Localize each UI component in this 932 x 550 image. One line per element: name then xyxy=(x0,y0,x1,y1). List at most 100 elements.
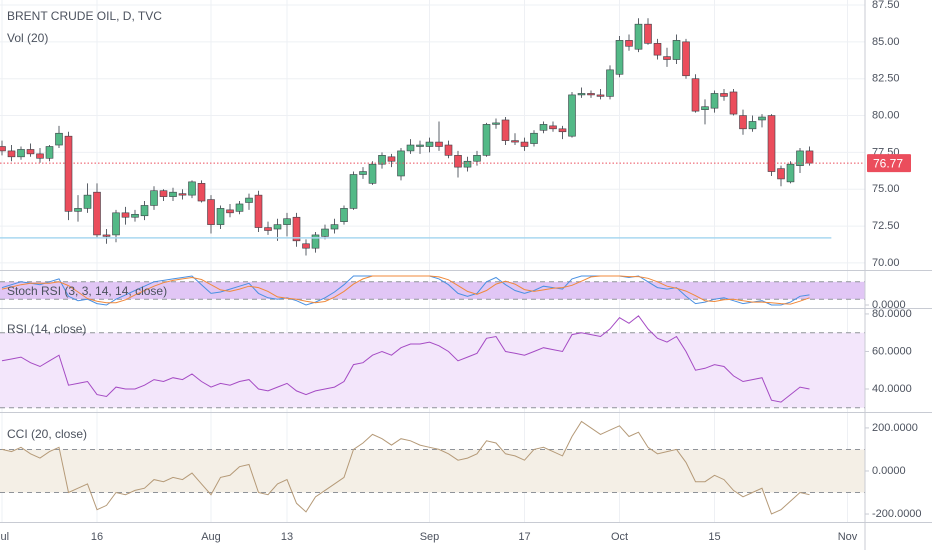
y-tick-label: 72.50 xyxy=(872,220,900,232)
candle-body xyxy=(349,174,358,209)
candle-body xyxy=(178,193,187,196)
band-fill xyxy=(0,332,865,408)
y-tick-label: 82.50 xyxy=(872,73,900,85)
x-tick-label: 17 xyxy=(518,531,530,543)
band-fill xyxy=(0,449,865,493)
candle-body xyxy=(254,194,263,228)
y-tick-label: 75.00 xyxy=(872,183,900,195)
candle-body xyxy=(302,243,310,249)
pane-title: RSI (14, close) xyxy=(7,322,86,336)
candle-body xyxy=(786,163,795,183)
candle-body xyxy=(245,197,253,203)
pane-title: BRENT CRUDE OIL, D, TVC xyxy=(7,9,162,23)
y-tick-label: 40.0000 xyxy=(872,383,912,395)
candle-body xyxy=(264,227,272,231)
y-tick-label: 80.0000 xyxy=(872,308,912,320)
y-tick-label: 0.0000 xyxy=(872,299,906,311)
candle-body xyxy=(596,94,605,97)
candle-body xyxy=(36,153,44,159)
marks xyxy=(0,18,865,515)
pane-title: Stoch RSI (3, 3, 14, 14, close) xyxy=(7,284,167,298)
candle-body xyxy=(444,144,453,156)
candle-body xyxy=(112,212,120,236)
candle-body xyxy=(397,150,405,177)
candle-body xyxy=(663,56,671,60)
candle-body xyxy=(606,69,614,97)
grid xyxy=(0,0,869,522)
candle-body xyxy=(207,199,215,225)
y-tick-label: 200.0000 xyxy=(872,422,918,434)
x-tick-label: 16 xyxy=(91,531,103,543)
candle-body xyxy=(492,122,500,125)
candle-body xyxy=(539,124,548,131)
x-tick-label: Nov xyxy=(838,531,858,543)
candle-body xyxy=(729,91,738,115)
candle-body xyxy=(416,144,424,147)
candle-body xyxy=(501,119,510,141)
candle-body xyxy=(748,121,757,130)
last-price-label: 76.77 xyxy=(873,156,903,170)
candle-body xyxy=(0,146,6,152)
indicator-line xyxy=(1,420,810,515)
last-price-box xyxy=(867,154,911,173)
candle-body xyxy=(701,106,709,110)
x-tick-label: Oct xyxy=(611,531,628,543)
candle-body xyxy=(216,208,225,225)
candle-body xyxy=(387,156,396,162)
candle-body xyxy=(653,43,662,56)
candle-body xyxy=(235,203,244,212)
candle-body xyxy=(226,209,234,214)
candle-body xyxy=(102,234,111,237)
candle-body xyxy=(26,149,35,155)
candle-body xyxy=(644,23,652,44)
indicator-line xyxy=(1,315,810,403)
candle-body xyxy=(568,94,576,137)
y-tick-label: 60.0000 xyxy=(872,345,912,357)
candle-body xyxy=(482,124,491,156)
x-tick-label: Jul xyxy=(0,531,9,543)
candle-body xyxy=(530,132,538,144)
pane-title: CCI (20, close) xyxy=(7,427,87,441)
y-tick-label: -200.0000 xyxy=(872,508,922,520)
candle-body xyxy=(739,115,747,130)
candle-body xyxy=(74,208,82,212)
candle-body xyxy=(283,218,291,225)
candle-body xyxy=(796,150,804,166)
candle-body xyxy=(321,228,329,237)
candle-body xyxy=(368,163,377,184)
candle-body xyxy=(691,78,700,112)
candle-body xyxy=(615,40,624,75)
y-tick-label: 80.00 xyxy=(872,109,900,121)
candle-body xyxy=(330,224,339,230)
candle-body xyxy=(425,141,434,147)
candle-body xyxy=(463,160,472,168)
x-tick-label: 13 xyxy=(281,531,293,543)
indicator-line xyxy=(1,275,810,305)
y-tick-label: 0.0000 xyxy=(872,465,906,477)
candle-body xyxy=(511,140,519,143)
x-tick-label: 15 xyxy=(708,531,720,543)
candle-body xyxy=(454,155,462,168)
candle-body xyxy=(777,168,785,180)
x-tick-label: Aug xyxy=(201,531,221,543)
x-tick-label: Sep xyxy=(420,531,440,543)
candle-body xyxy=(93,191,101,236)
candle-body xyxy=(549,125,557,130)
candle-body xyxy=(435,141,443,147)
candle-body xyxy=(83,194,92,209)
candle-body xyxy=(710,93,719,109)
candle-body xyxy=(359,171,367,175)
candle-body xyxy=(473,155,481,162)
candle-body xyxy=(577,93,586,96)
candle-body xyxy=(340,208,348,222)
candle-body xyxy=(188,181,196,196)
y-tick-label: 70.00 xyxy=(872,257,900,269)
y-tick-label: 85.00 xyxy=(872,36,900,48)
candle-body xyxy=(7,150,16,158)
candle-body xyxy=(758,116,766,121)
candle-body xyxy=(121,212,130,218)
candle-body xyxy=(406,144,415,152)
candle-body xyxy=(311,234,320,249)
